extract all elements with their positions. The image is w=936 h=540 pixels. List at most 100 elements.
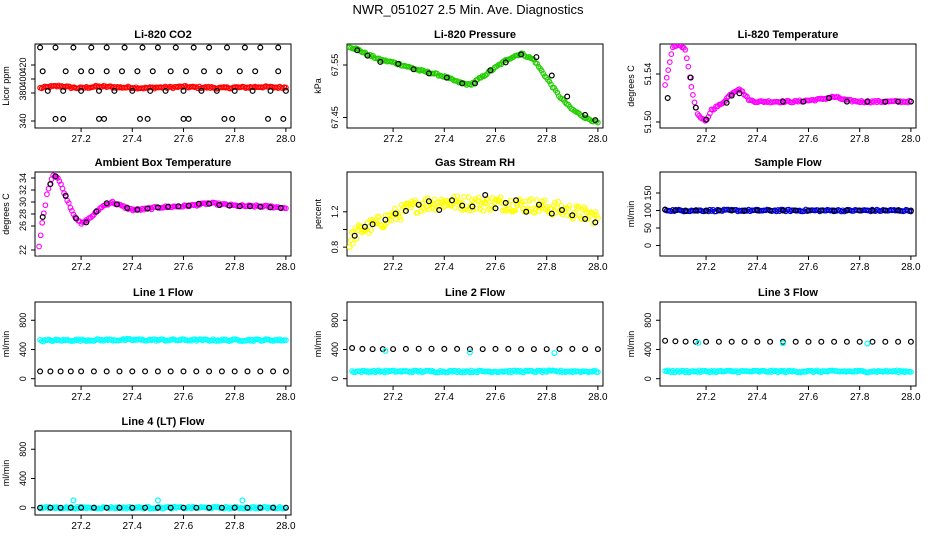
data-point: [101, 115, 108, 122]
data-point: [595, 215, 601, 222]
data-point: [78, 68, 85, 75]
data-point: [103, 44, 110, 51]
data-point: [741, 207, 748, 214]
y-axis-label: ml/min: [626, 201, 636, 228]
x-tick-label: 28.0: [588, 134, 608, 145]
chart-pressure: Li-820 Pressure kPa 27.2 27.4 27.6 27.8 28.0 67…: [313, 29, 608, 145]
data-point: [369, 346, 376, 353]
data-point: [154, 204, 161, 211]
data-point: [436, 207, 443, 214]
data-point: [582, 111, 589, 118]
data-point: [856, 207, 863, 214]
data-point: [134, 68, 141, 75]
data-point: [805, 207, 812, 214]
data-point: [882, 338, 889, 345]
data-point: [36, 243, 42, 250]
data-point: [519, 199, 525, 205]
data-layer: [37, 497, 289, 512]
data-point: [265, 115, 272, 122]
data-layer: [662, 206, 914, 215]
x-tick-label: 27.8: [850, 134, 870, 145]
data-point: [569, 212, 576, 219]
data-point: [843, 207, 850, 214]
data-point: [668, 51, 675, 57]
data-point: [134, 206, 141, 213]
data-point: [239, 497, 246, 504]
chart-title: Line 3 Flow: [758, 287, 818, 299]
data-point: [62, 68, 69, 75]
data-point: [479, 199, 486, 206]
data-point: [518, 51, 525, 58]
x-tick-label: 28.0: [276, 521, 296, 532]
data-point: [454, 345, 461, 352]
x-tick-label: 28.0: [588, 262, 608, 273]
data-point: [180, 87, 187, 94]
y-tick-label: 0: [18, 376, 28, 381]
data-point: [137, 115, 144, 122]
data-point: [59, 185, 66, 192]
data-point: [551, 199, 558, 206]
y-tick-label: 380: [18, 85, 28, 100]
data-point: [414, 209, 421, 216]
series-continuous: [36, 172, 289, 256]
data-point: [216, 68, 223, 75]
data-point: [754, 207, 761, 214]
data-point: [216, 202, 223, 209]
data-point: [113, 201, 120, 208]
data-point: [537, 204, 543, 211]
data-point: [594, 346, 601, 353]
series-outliers: [382, 347, 558, 357]
series-samples: [662, 337, 914, 345]
x-tick-label: 28.0: [901, 262, 921, 273]
data-point: [492, 345, 499, 352]
data-point: [250, 504, 257, 510]
plot-frame: [346, 43, 604, 129]
data-point: [37, 44, 44, 51]
data-point: [116, 368, 123, 375]
x-tick-label: 27.8: [225, 262, 245, 273]
data-point: [183, 68, 190, 75]
y-tick-label: 32: [18, 185, 28, 195]
data-point: [275, 44, 282, 51]
y-axis-label: ml/min: [626, 331, 636, 358]
series-samples: [37, 368, 289, 375]
data-point: [103, 200, 110, 207]
data-point: [703, 116, 710, 123]
x-tick-label: 27.6: [486, 262, 506, 273]
data-point: [674, 44, 681, 47]
data-point: [534, 60, 540, 67]
data-point: [283, 84, 289, 91]
data-point: [459, 80, 466, 87]
x-tick-label: 27.8: [537, 392, 557, 403]
data-layer: [662, 44, 914, 124]
data-point: [37, 368, 44, 375]
data-point: [180, 368, 187, 375]
data-point: [536, 207, 542, 214]
data-point: [792, 338, 799, 345]
data-point: [39, 68, 46, 75]
y-axis-label: ml/min: [313, 331, 323, 358]
data-point: [529, 206, 535, 212]
data-point: [67, 204, 74, 211]
y-tick-label: 34: [18, 173, 28, 183]
y-tick-label: 400: [330, 342, 340, 357]
data-point: [185, 202, 192, 209]
data-point: [703, 207, 710, 214]
data-layer: [36, 172, 289, 256]
x-tick-label: 27.2: [71, 521, 91, 532]
data-point: [575, 203, 582, 210]
data-point: [480, 208, 487, 214]
data-point: [728, 338, 735, 345]
data-point: [728, 207, 735, 214]
data-point: [267, 204, 274, 211]
data-point: [180, 115, 187, 122]
data-point: [213, 87, 220, 94]
data-point: [662, 82, 668, 88]
data-point: [198, 87, 205, 94]
data-point: [47, 504, 54, 511]
data-point: [52, 115, 59, 122]
data-point: [201, 68, 208, 75]
data-point: [800, 98, 807, 105]
y-tick-label: 400: [18, 471, 28, 486]
